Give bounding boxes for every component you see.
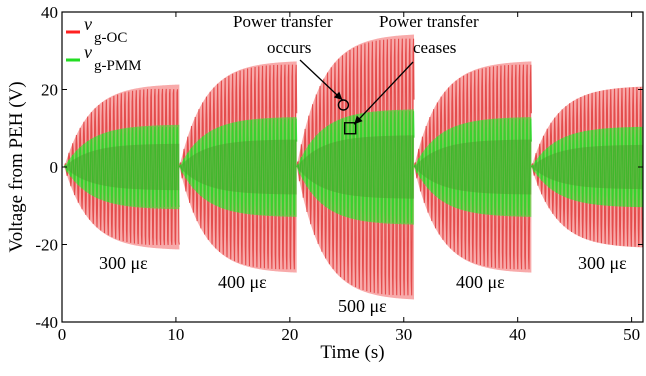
series-g-PMM <box>63 109 644 225</box>
marker-square <box>344 122 357 135</box>
legend-sub-1: g-OC <box>94 30 127 46</box>
y-tick-label: 40 <box>41 3 58 22</box>
y-tick-label: -40 <box>35 313 58 332</box>
strain-label-4: 400 με <box>456 272 505 292</box>
x-axis-label: Time (s) <box>320 342 384 363</box>
axes-layer: 0 10 20 30 40 50 40 20 0 -20 -40 Time (s) Voltage fr… <box>6 3 644 363</box>
y-tick-label: 20 <box>41 81 58 100</box>
trace-g-PMM-2 <box>178 118 298 216</box>
arrow-ceases-head <box>354 115 363 125</box>
annotation-occurs-line1: Power transfer <box>233 12 333 31</box>
legend-sub-2: g-PMM <box>94 58 142 74</box>
overlap-4 <box>414 139 532 195</box>
overlap-band <box>64 135 643 199</box>
trace-g-PMM-1 <box>63 126 180 208</box>
annotation-occurs-line2: occurs <box>267 38 311 57</box>
trace-g-OC-4 <box>413 64 532 270</box>
annotation-ceases-line1: Power transfer <box>379 12 479 31</box>
annotation-layer: 300 με 400 με 500 με 400 με 300 με Power tran… <box>99 12 627 316</box>
trace-g-OC-3 <box>296 38 415 296</box>
strain-label-5: 300 με <box>578 253 627 273</box>
arrow-ceases-line <box>353 61 414 125</box>
x-tick-label: 0 <box>58 325 67 344</box>
overlap-2 <box>179 139 297 195</box>
strain-label-1: 300 με <box>99 253 148 273</box>
trace-g-OC-2 <box>178 64 298 270</box>
x-tick-label: 30 <box>395 325 412 344</box>
x-tick-label: 40 <box>509 325 526 344</box>
legend-label-1: v <box>84 14 92 34</box>
trace-g-PMM-4 <box>413 118 532 216</box>
annotation-ceases-line2: ceases <box>413 38 456 57</box>
trace-g-PMM-3 <box>296 111 415 223</box>
x-tick-label: 20 <box>281 325 298 344</box>
y-tick-label: 0 <box>50 158 59 177</box>
y-axis-label: Voltage from PEH (V) <box>6 81 27 252</box>
arrow-occurs-line <box>299 59 343 101</box>
overlap-5 <box>531 144 643 190</box>
strain-label-3: 500 με <box>338 296 387 316</box>
x-tick-label: 10 <box>167 325 184 344</box>
marker-circle <box>337 99 350 111</box>
series-layer <box>63 34 644 300</box>
trace-g-PMM-5 <box>530 126 644 208</box>
legend-label-2: v <box>84 42 92 62</box>
x-tick-label: 50 <box>623 325 640 344</box>
overlap-3 <box>296 135 415 199</box>
strain-label-2: 400 με <box>218 272 267 292</box>
overlap-1 <box>64 143 180 191</box>
trace-g-OC-1 <box>63 88 180 246</box>
y-tick-label: -20 <box>35 236 58 255</box>
arrow-occurs-head <box>333 91 343 100</box>
